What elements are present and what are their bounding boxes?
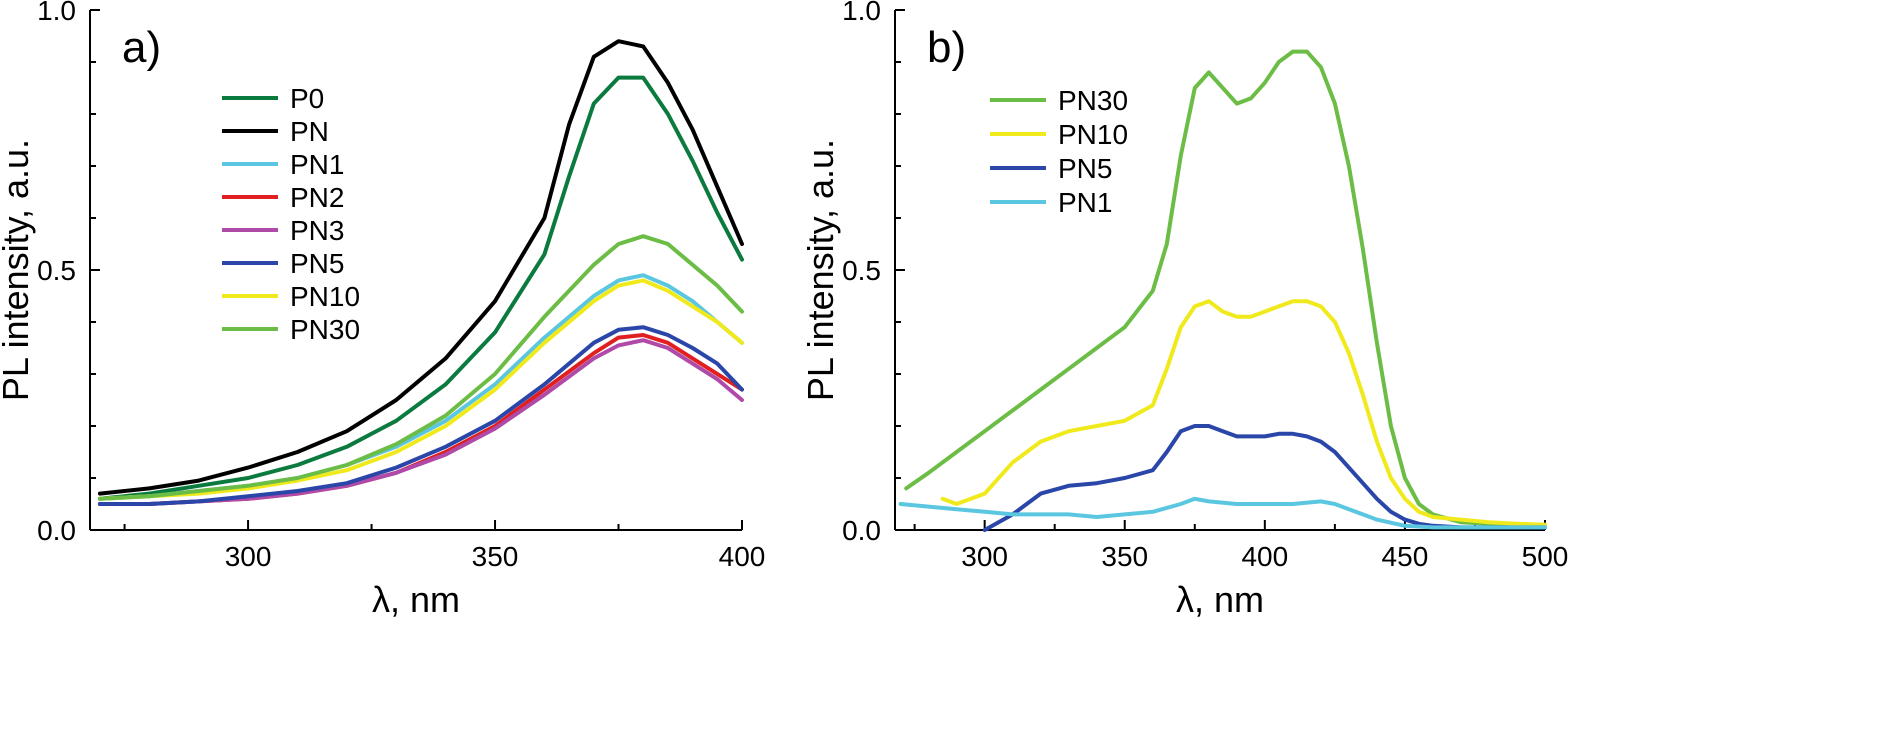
- legend-label: PN10: [1058, 119, 1128, 150]
- series-line-pn2: [97, 333, 744, 506]
- x-tick-label: 450: [1382, 541, 1429, 572]
- legend-label: PN: [290, 116, 329, 147]
- series-line-pn10: [940, 299, 1547, 527]
- legend-label: PN30: [1058, 85, 1128, 116]
- legend-label: PN3: [290, 215, 344, 246]
- panel-a: 0.0 0.5 1.0 300 350 400 λ, nm PL intensity, a.u…: [0, 0, 765, 620]
- legend-label: P0: [290, 83, 324, 114]
- legend-label: PN2: [290, 182, 344, 213]
- legend-label: PN5: [290, 248, 344, 279]
- y-tick-label: 0.0: [37, 515, 76, 546]
- x-tick-label: 300: [225, 541, 272, 572]
- series-line-pn10: [97, 278, 744, 501]
- y-tick-label: 0.5: [37, 255, 76, 286]
- x-tick-label: 300: [961, 541, 1008, 572]
- series-line-pn5: [97, 325, 744, 506]
- y-tick-label: 0.0: [842, 515, 881, 546]
- x-axis-title: λ, nm: [1176, 579, 1264, 620]
- x-tick-label: 350: [1101, 541, 1148, 572]
- series-line-pn30: [97, 234, 744, 501]
- series-line-pn1: [898, 496, 1547, 530]
- panel-b: 0.0 0.5 1.0 300 350 400 450 500 λ, nm PL intensit…: [800, 0, 1568, 620]
- legend-label: PN5: [1058, 153, 1112, 184]
- x-tick-label: 400: [719, 541, 766, 572]
- y-axis-title: PL intensity, a.u.: [0, 139, 36, 401]
- legend-label: PN1: [1058, 187, 1112, 218]
- series-line-p0: [97, 75, 744, 501]
- x-tick-label: 350: [472, 541, 519, 572]
- panel-label: a): [122, 23, 161, 72]
- y-tick-label: 1.0: [842, 0, 881, 26]
- x-tick-label: 400: [1241, 541, 1288, 572]
- panel-label: b): [927, 23, 966, 72]
- series-line-pn5: [982, 424, 1547, 532]
- x-tick-label: 500: [1522, 541, 1569, 572]
- legend-label: PN30: [290, 314, 360, 345]
- series-line-pn: [97, 39, 744, 496]
- x-axis-title: λ, nm: [372, 579, 460, 620]
- series-line-pn30: [904, 49, 1547, 527]
- legend-label: PN10: [290, 281, 360, 312]
- y-axis-title: PL intensity, a.u.: [800, 139, 841, 401]
- y-tick-label: 0.5: [842, 255, 881, 286]
- legend-label: PN1: [290, 149, 344, 180]
- y-tick-label: 1.0: [37, 0, 76, 26]
